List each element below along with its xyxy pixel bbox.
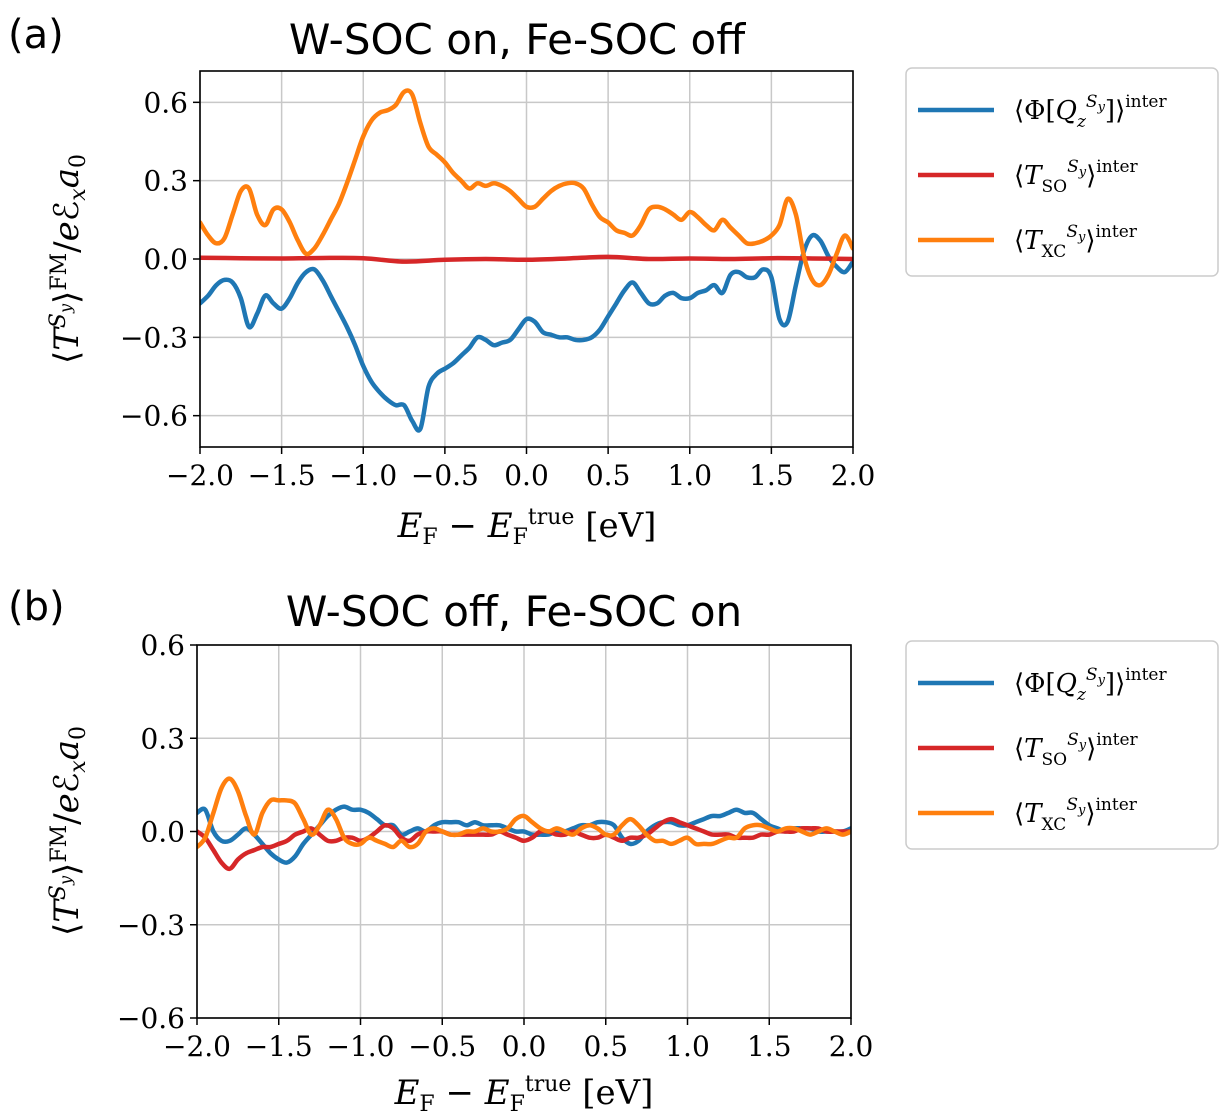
panel-b-legend-box	[905, 640, 1219, 850]
series-line-0	[197, 804, 851, 865]
panel-b-label: (b)	[8, 584, 65, 630]
series-line-0	[200, 232, 853, 433]
series-line-2	[197, 776, 851, 850]
x-tick-label: −1.5	[245, 1030, 313, 1063]
panel-a-ticks: −2.0 −1.5 −1.0 −0.5 0.0 0.5 1.0 1.5 2.0 −0.6 −0.3 0…	[120, 86, 875, 492]
y-tick-label: 0.0	[140, 816, 185, 849]
panel-b-legend: ⟨Φ[QzSy]⟩inter ⟨TSOSy⟩inter ⟨TXCSy⟩inter	[905, 640, 1219, 850]
panel-b-title: W-SOC off, Fe-SOC on	[286, 587, 742, 636]
panel-b-lines	[197, 776, 851, 872]
panel-a-title: W-SOC on, Fe-SOC off	[289, 15, 746, 64]
panel-b-xlabel: EF − EFtrue [eV]	[394, 1072, 654, 1117]
panel-a-legend-box	[905, 67, 1219, 277]
panel-a-ylabel: ⟨TSy⟩FM/eℰxa0	[46, 154, 91, 364]
x-tick-label: 0.0	[504, 459, 549, 492]
y-tick-label: 0.3	[143, 165, 188, 198]
panel-a: (a) W-SOC on, Fe-SOC off −2.0 −1.5 −1.0 −0.…	[8, 12, 1219, 550]
y-tick-label: 0.3	[140, 722, 185, 755]
x-tick-label: −2.0	[166, 459, 234, 492]
series-line-1	[200, 254, 853, 264]
series-line-2	[200, 88, 853, 288]
y-tick-label: 0.6	[143, 86, 188, 119]
panel-b-ylabel: ⟨TSy⟩FM/eℰxa0	[46, 726, 91, 936]
x-tick-label: −1.0	[327, 1030, 395, 1063]
x-tick-label: 0.0	[502, 1030, 547, 1063]
x-tick-label: −1.0	[329, 459, 397, 492]
x-tick-label: 1.0	[665, 1030, 710, 1063]
y-tick-label: −0.3	[120, 321, 188, 354]
legend-label-1: ⟨TSOSy⟩inter	[1014, 730, 1139, 770]
panel-b-ticks: −2.0 −1.5 −1.0 −0.5 0.0 0.5 1.0 1.5 2.0 −0.6 −0.3 0…	[117, 629, 873, 1063]
x-tick-label: −2.0	[163, 1030, 231, 1063]
legend-label-0: ⟨Φ[QzSy]⟩inter	[1014, 92, 1167, 132]
panel-a-label: (a)	[8, 12, 64, 58]
panel-b: (b) W-SOC off, Fe-SOC on −2.0 −1.5 −1.0 −0.…	[8, 584, 1219, 1117]
legend-label-2: ⟨TXCSy⟩inter	[1014, 795, 1138, 835]
x-tick-label: 1.5	[749, 459, 794, 492]
x-tick-label: 2.0	[831, 459, 876, 492]
panel-a-xlabel: EF − EFtrue [eV]	[397, 505, 657, 550]
series-line-1	[197, 816, 851, 872]
y-tick-label: 0.0	[143, 243, 188, 276]
legend-label-0: ⟨Φ[QzSy]⟩inter	[1014, 665, 1167, 705]
panel-a-lines	[200, 88, 853, 433]
x-tick-label: −1.5	[248, 459, 316, 492]
y-tick-label: −0.3	[117, 909, 185, 942]
x-tick-label: −0.5	[411, 459, 479, 492]
x-tick-label: 1.0	[667, 459, 712, 492]
panel-a-legend: ⟨Φ[QzSy]⟩inter ⟨TSOSy⟩inter ⟨TXCSy⟩inter	[905, 67, 1219, 277]
x-tick-label: 0.5	[583, 1030, 628, 1063]
x-tick-label: −0.5	[408, 1030, 476, 1063]
y-tick-label: −0.6	[120, 400, 188, 433]
x-tick-label: 1.5	[747, 1030, 792, 1063]
legend-label-2: ⟨TXCSy⟩inter	[1014, 222, 1138, 262]
y-tick-label: 0.6	[140, 629, 185, 662]
x-tick-label: 2.0	[829, 1030, 874, 1063]
x-tick-label: 0.5	[586, 459, 631, 492]
y-tick-label: −0.6	[117, 1002, 185, 1035]
legend-label-1: ⟨TSOSy⟩inter	[1014, 157, 1139, 197]
